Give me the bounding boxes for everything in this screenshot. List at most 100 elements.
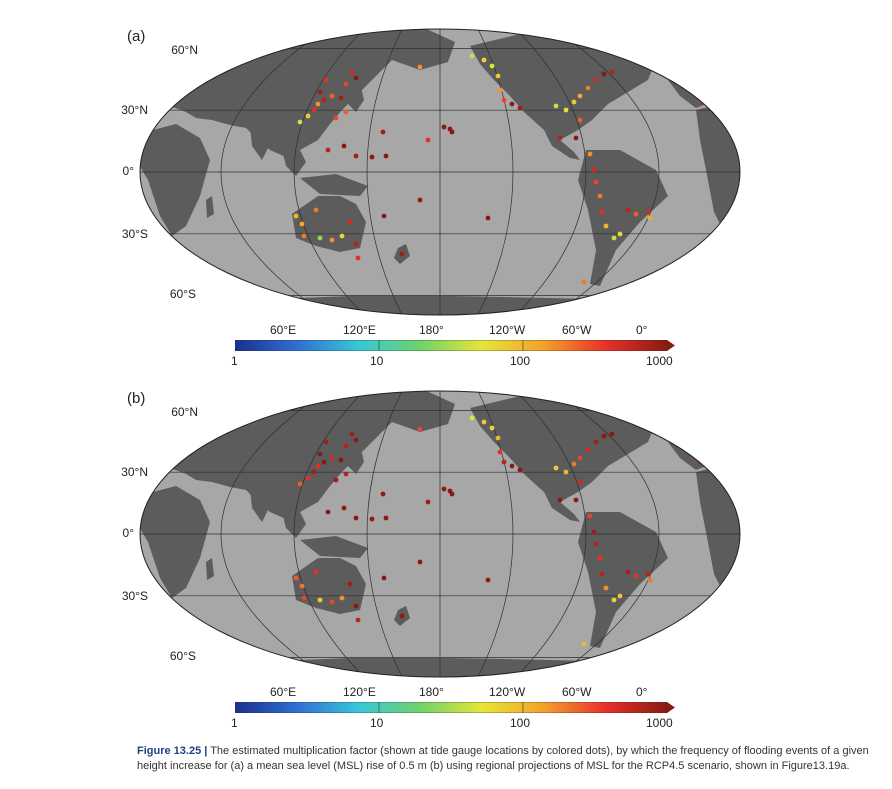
tide-gauge-dot bbox=[587, 151, 593, 157]
lon-label-180: 180° bbox=[419, 323, 444, 337]
tide-gauge-dot bbox=[687, 431, 693, 437]
tide-gauge-dot bbox=[691, 89, 697, 95]
panel-letter-a: (a) bbox=[127, 28, 146, 45]
tide-gauge-dot bbox=[573, 135, 579, 141]
land-japan bbox=[348, 444, 364, 474]
lat-label-30n: 30°N bbox=[121, 103, 148, 117]
tide-gauge-dot bbox=[587, 513, 593, 519]
tide-gauge-dot bbox=[748, 218, 753, 223]
tide-gauge-dot bbox=[481, 57, 487, 63]
tide-gauge-dot bbox=[425, 137, 431, 143]
tide-gauge-dot bbox=[341, 505, 347, 511]
lon-label-120w: 120°W bbox=[489, 685, 526, 699]
tide-gauge-dot bbox=[485, 215, 491, 221]
tide-gauge-dot bbox=[317, 89, 323, 95]
tide-gauge-dot bbox=[305, 475, 311, 481]
colorbar-tick-1000: 1000 bbox=[646, 716, 673, 730]
tide-gauge-dot bbox=[341, 143, 347, 149]
meridian-line bbox=[366, 391, 403, 677]
tide-gauge-dot bbox=[581, 279, 587, 285]
colorbar-tick-10: 10 bbox=[370, 716, 384, 730]
tide-gauge-dot bbox=[501, 97, 507, 103]
tide-gauge-dot bbox=[301, 233, 307, 239]
tide-gauge-dot bbox=[495, 435, 501, 441]
tide-gauge-dot bbox=[681, 421, 687, 427]
land-africa bbox=[140, 486, 210, 598]
meridian-line bbox=[515, 29, 587, 315]
tide-gauge-dot bbox=[441, 124, 447, 130]
lon-label-60e: 60°E bbox=[270, 323, 297, 337]
tide-gauge-dot bbox=[577, 93, 583, 99]
lon-label-180: 180° bbox=[419, 685, 444, 699]
tide-gauge-dot bbox=[329, 455, 335, 461]
tide-gauge-dot bbox=[349, 69, 355, 75]
tide-gauge-dot bbox=[593, 77, 599, 83]
lat-label-60n: 60°N bbox=[171, 43, 198, 57]
tide-gauge-dot bbox=[645, 571, 651, 577]
lon-label-60w: 60°W bbox=[562, 685, 592, 699]
tide-gauge-dot bbox=[381, 213, 387, 219]
land-south-america bbox=[578, 150, 668, 286]
tide-gauge-dot bbox=[597, 555, 603, 561]
land-australia bbox=[292, 558, 366, 614]
tide-gauge-dot bbox=[315, 101, 321, 107]
tide-gauge-dot bbox=[449, 491, 455, 497]
tide-gauge-dot bbox=[573, 497, 579, 503]
lat-label-30s: 30°S bbox=[121, 589, 148, 603]
tide-gauge-dot bbox=[748, 580, 753, 585]
lat-label-60s: 60°S bbox=[169, 287, 196, 301]
tide-gauge-dot bbox=[677, 413, 683, 419]
colorbar-tick-100: 100 bbox=[510, 716, 531, 730]
tide-gauge-dot bbox=[591, 529, 597, 535]
tide-gauge-dot bbox=[369, 516, 375, 522]
tide-gauge-dot bbox=[441, 486, 447, 492]
land-australia bbox=[292, 196, 366, 252]
panel-b: (b) 60°N 30°N 0° 30°S 60°S 60°E 120°E 18… bbox=[0, 362, 892, 732]
tide-gauge-dot bbox=[517, 105, 523, 111]
land-south-asia bbox=[250, 484, 272, 522]
tide-gauge-dot bbox=[313, 569, 319, 575]
tide-gauge-dot bbox=[577, 479, 583, 485]
tide-gauge-dot bbox=[355, 255, 361, 261]
tide-gauge-dot bbox=[449, 129, 455, 135]
tide-gauge-dot bbox=[563, 469, 569, 475]
lat-label-60s: 60°S bbox=[169, 649, 196, 663]
tide-gauge-dot bbox=[338, 457, 344, 463]
tide-gauge-dot bbox=[691, 425, 697, 431]
map-a bbox=[139, 28, 753, 316]
tide-gauge-dot bbox=[425, 499, 431, 505]
tide-gauge-dot bbox=[338, 95, 344, 101]
lon-label-120e: 120°E bbox=[343, 323, 376, 337]
lat-label-30n: 30°N bbox=[121, 465, 148, 479]
tide-gauge-dot bbox=[685, 427, 691, 433]
tide-gauge-dot bbox=[669, 403, 675, 409]
land-south-america bbox=[578, 512, 668, 648]
tide-gauge-dot bbox=[563, 107, 569, 113]
tide-gauge-dot bbox=[693, 417, 699, 423]
tide-gauge-dot bbox=[321, 97, 327, 103]
tide-gauge-dot bbox=[399, 613, 405, 619]
tide-gauge-dot bbox=[677, 51, 683, 57]
tide-gauge-dot bbox=[329, 93, 335, 99]
land-madagascar bbox=[206, 196, 214, 218]
meridian-line bbox=[220, 391, 327, 677]
meridian-line bbox=[366, 29, 403, 315]
tide-gauge-dot bbox=[417, 559, 423, 565]
colorbar-tick-10: 10 bbox=[370, 354, 384, 368]
lon-label-60e: 60°E bbox=[270, 685, 297, 699]
tide-gauge-dot bbox=[611, 597, 617, 603]
tide-gauge-dot bbox=[311, 469, 317, 475]
tide-gauge-dot bbox=[347, 581, 353, 587]
map-outline bbox=[139, 28, 741, 316]
tide-gauge-dot bbox=[301, 595, 307, 601]
tide-gauge-dot bbox=[591, 167, 597, 173]
tide-gauge-dot bbox=[305, 113, 311, 119]
colorbar-tick-1: 1 bbox=[231, 716, 238, 730]
tide-gauge-dot bbox=[509, 101, 515, 107]
tide-gauge-dot bbox=[599, 209, 605, 215]
land-greenland bbox=[660, 29, 720, 62]
lon-label-120w: 120°W bbox=[489, 323, 526, 337]
lat-label-0: 0° bbox=[122, 526, 134, 540]
tide-gauge-dot bbox=[746, 600, 751, 605]
tide-gauge-dot bbox=[497, 87, 503, 93]
